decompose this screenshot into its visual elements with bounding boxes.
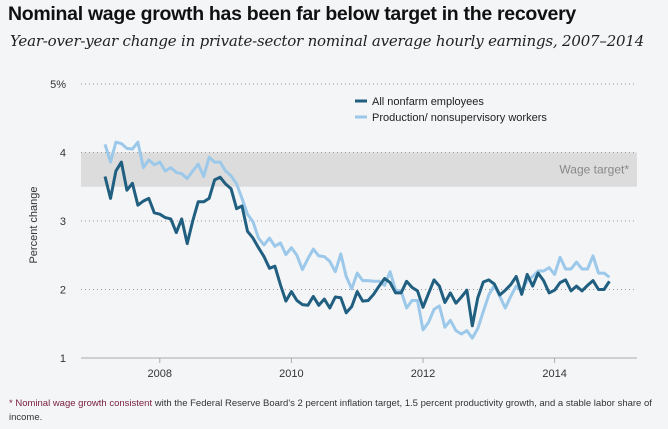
series-line-all-nonfarm [103,160,611,328]
x-tick-label: 2010 [279,368,303,380]
y-axis-label: Percent change [28,186,40,263]
y-tick-label: 4 [60,148,66,160]
y-tick-label: 5% [50,79,66,91]
chart-subtitle: Year-over-year change in private-sector … [10,32,645,50]
chart-title: Nominal wage growth has been far below t… [8,3,576,25]
legend-label: All nonfarm employees [372,96,484,108]
footnote-text: with the Federal Reserve Board's 2 perce… [9,398,652,423]
y-tick-label: 3 [60,216,66,228]
y-tick-label: 1 [60,353,66,365]
y-tick-label: 2 [60,285,66,297]
x-tick-label: 2014 [542,368,566,380]
wage-target-label: Wage target* [559,163,629,177]
footnote-highlight: * Nominal wage growth consistent [9,398,153,409]
legend-label: Production/ nonsupervisory workers [372,112,547,124]
footnote: * Nominal wage growth consistent with th… [9,397,659,425]
x-tick-label: 2012 [411,368,435,380]
x-tick-label: 2008 [148,368,172,380]
